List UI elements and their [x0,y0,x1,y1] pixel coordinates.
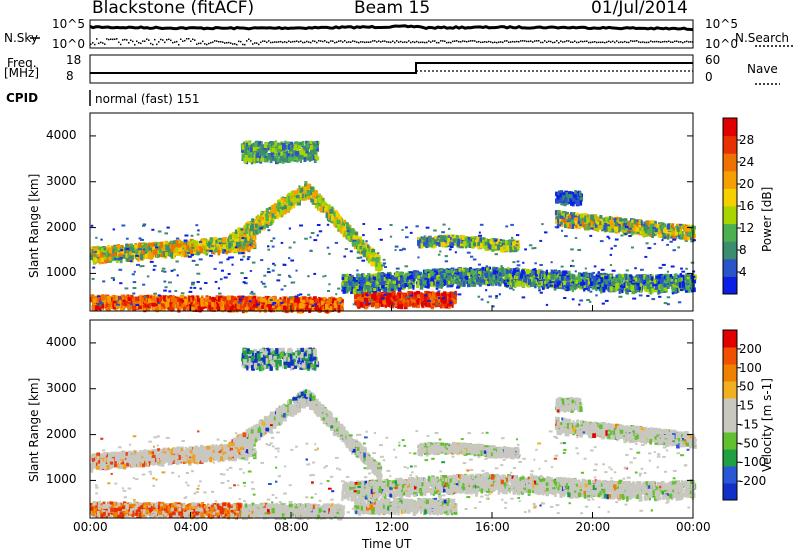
colorbar-tick-label: 100 [739,361,762,375]
colorbar-tick-label: 4 [739,265,747,279]
y-tick-label: 4000 [46,334,77,349]
y-tick-label: 1000 [46,265,77,280]
colorbar-swatch [723,241,737,260]
colorbar-swatch [723,188,737,207]
y-tick-label: 3000 [46,380,77,395]
noise-sky-line [89,24,694,32]
colorbar-tick-label: -50 [739,436,759,450]
station-title: Blackstone (fitACF) [92,0,255,18]
noise-tick-low-left: 10^0 [52,37,85,51]
power-panel [89,112,697,314]
colorbar-swatch [723,432,737,450]
colorbar-swatch [723,398,737,416]
colorbar-tick-label: -15 [739,417,759,431]
y-tick-label: 2000 [46,426,77,441]
velocity-data [90,347,697,521]
colorbar-tick-label: 16 [739,199,754,213]
x-axis-label: Time UT [362,537,412,551]
nsearch-label: N.Search [735,31,790,45]
colorbar-swatch [723,170,737,189]
x-tick-label: 12:00 [374,520,410,534]
power-ylabel: Slant Range [km] [27,173,41,278]
colorbar-tick-label: -200 [739,474,766,488]
noise-search-dots [90,38,694,46]
colorbar-swatch [723,449,737,467]
nsky-label: N.Sky [4,31,39,45]
colorbar-swatch [723,258,737,277]
colorbar-tick-label: -100 [739,455,766,469]
power-data [90,140,697,314]
y-tick-label: 3000 [46,173,77,188]
freq-label-bottom: [MHz] [4,66,40,80]
velocity-colorbar: 200 100 50 15 -15 -50 -100 -200 [722,329,766,501]
date-title: 01/Jul/2014 [591,0,688,18]
freq-tick-high: 18 [66,53,82,67]
y-tick-label: 2000 [46,219,77,234]
x-tick-label: 08:00 [274,520,309,534]
colorbar-swatch [723,223,737,242]
colorbar-swatch [723,276,737,295]
cpid-label: CPID [6,91,39,105]
colorbar-tick-label: 20 [739,177,754,191]
colorbar-tick-label: 200 [739,342,762,356]
colorbar-tick-label: 12 [739,221,754,235]
colorbar-swatch [723,118,737,137]
y-tick-label: 4000 [46,127,77,142]
colorbar-swatch [723,381,737,399]
velocity-colorbar-label: Velocity [m s-1] [760,378,774,472]
colorbar-tick-label: 15 [739,399,754,413]
freq-label-top: Freq. [7,56,37,70]
noise-tick-high-left: 10^5 [52,17,85,31]
x-tick-label: 00:00 [676,520,711,534]
colorbar-swatch [723,364,737,382]
freq-line [90,62,693,74]
cpid-value: normal (fast) 151 [95,92,200,106]
freq-panel [89,54,780,85]
colorbar-tick-label: 24 [739,155,754,169]
colorbar-tick-label: 8 [739,243,747,257]
freq-tick-low: 8 [66,69,74,83]
beam-title: Beam 15 [354,0,431,18]
colorbar-tick-label: 50 [739,380,754,394]
colorbar-swatch [723,135,737,154]
colorbar-swatch [723,206,737,225]
power-colorbar-label: Power [dB] [760,186,774,252]
colorbar-swatch [723,483,737,501]
colorbar-swatch [723,466,737,484]
nave-tick-high: 60 [705,53,721,67]
noise-tick-low-right: 10^0 [705,37,738,51]
velocity-axis-ticks [89,342,694,518]
x-tick-label: 16:00 [475,520,510,534]
colorbar-swatch [723,415,737,433]
power-colorbar: 4 8 12 16 20 24 28 [722,117,754,295]
colorbar-tick-label: 28 [739,133,754,147]
y-tick-label: 1000 [46,472,77,487]
noise-tick-high-right: 10^5 [705,17,738,31]
power-axis-ticks [89,135,694,311]
velocity-panel [89,319,697,521]
velocity-ylabel: Slant Range [km] [27,377,41,482]
noise-panel [30,19,795,49]
x-tick-label: 04:00 [173,520,209,534]
nave-label: Nave [747,62,778,76]
x-tick-label: 00:00 [73,520,108,534]
colorbar-swatch [723,347,737,365]
nave-tick-low: 0 [705,70,713,84]
x-tick-label: 20:00 [575,520,611,534]
colorbar-swatch [723,153,737,172]
colorbar-swatch [723,330,737,348]
